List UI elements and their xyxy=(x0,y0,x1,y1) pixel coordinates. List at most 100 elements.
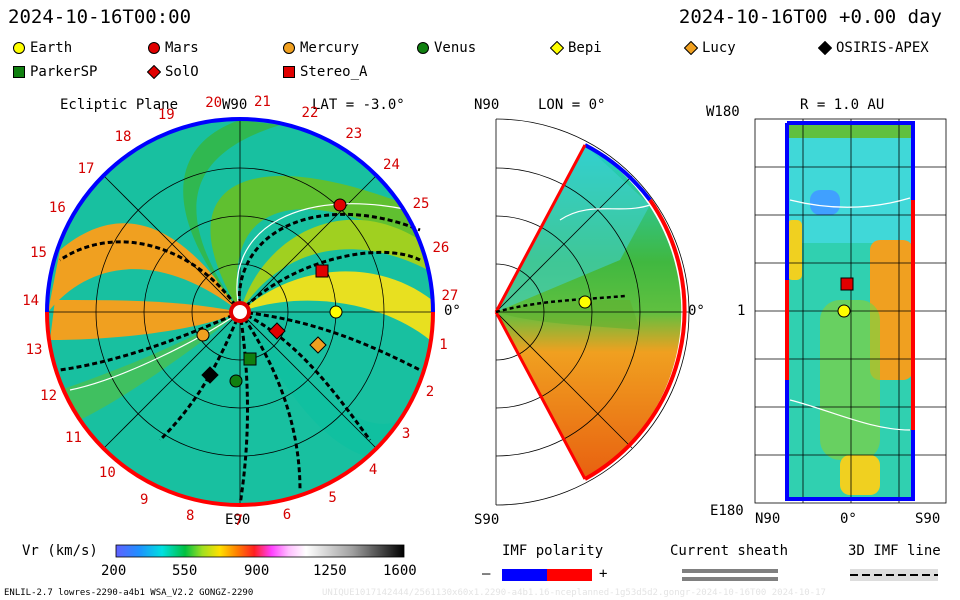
carrington-tick-label: 22 xyxy=(301,104,319,121)
legend-label: Mercury xyxy=(300,40,360,56)
radial-title: R = 1.0 AU xyxy=(800,97,885,113)
radial-middle-left: 1 xyxy=(737,303,746,319)
footer-right: UNIQUE1017142444/2561130x60x1.2290-a4b1.… xyxy=(322,588,826,598)
meridional-right-label: 0° xyxy=(688,303,705,319)
colorbar xyxy=(115,544,405,558)
legend-item: ParkerSP xyxy=(12,64,97,80)
header-time-left: 2024-10-16T00:00 xyxy=(8,6,192,28)
sun-marker xyxy=(229,301,251,323)
legend-item: Earth xyxy=(12,40,72,56)
imf-polarity-title: IMF polarity xyxy=(502,543,604,559)
carrington-tick-label: 18 xyxy=(114,128,132,145)
carrington-tick-label: 3 xyxy=(401,426,411,443)
legend-label: OSIRIS-APEX xyxy=(836,40,929,56)
polarity-ring-positive xyxy=(45,311,435,507)
carrington-tick-label: 1 xyxy=(439,337,448,354)
carrington-tick-label: 25 xyxy=(412,195,430,212)
carrington-tick-label: 12 xyxy=(40,388,57,405)
meridional-bottom-label: S90 xyxy=(474,512,500,528)
mercury-marker xyxy=(196,328,210,342)
legend-marker xyxy=(148,42,160,54)
radial-bottom-n90: N90 xyxy=(755,511,781,527)
osiris-apex-marker xyxy=(201,366,219,384)
carrington-tick-label: 26 xyxy=(432,240,450,257)
legend-item: OSIRIS-APEX xyxy=(818,40,929,56)
carrington-tick-label: 13 xyxy=(25,341,43,358)
current-sheath-lines xyxy=(69,203,431,391)
legend-label: Lucy xyxy=(702,40,736,56)
carrington-tick-label: 5 xyxy=(328,489,337,506)
legend-item: Venus xyxy=(416,40,476,56)
ecliptic-title: Ecliptic Plane xyxy=(60,97,179,113)
legend-label: ParkerSP xyxy=(30,64,98,80)
imf-polarity-plus: + xyxy=(599,566,608,582)
carrington-tick-label: 9 xyxy=(139,491,149,508)
legend-item: SolO xyxy=(147,64,199,80)
legend-item: Mercury xyxy=(282,40,359,56)
ecliptic-right-label: 0° xyxy=(444,303,461,319)
colorbar-tick: 200 xyxy=(101,563,127,579)
carrington-tick-label: 15 xyxy=(30,245,47,262)
carrington-tick-label: 8 xyxy=(185,507,195,524)
legend-label: Bepi xyxy=(568,40,602,56)
carrington-tick-label: 2 xyxy=(425,383,435,400)
legend-marker xyxy=(818,41,832,55)
carrington-tick-label: 20 xyxy=(205,94,223,111)
imf-line-title: 3D IMF line xyxy=(848,543,941,559)
current-sheath-swatch xyxy=(682,569,778,573)
solo-marker xyxy=(268,322,286,340)
parkersp-marker xyxy=(243,352,257,366)
imf-polarity-positive xyxy=(547,569,592,581)
carrington-tick-label: 16 xyxy=(48,200,66,217)
legend-label: SolO xyxy=(165,64,199,80)
carrington-tick-label: 27 xyxy=(441,288,459,305)
meridional-panel xyxy=(494,118,690,506)
carrington-tick-label: 10 xyxy=(98,465,116,482)
legend-marker xyxy=(550,41,564,55)
radial-bottom-s90: S90 xyxy=(915,511,941,527)
mars-marker xyxy=(333,198,347,212)
legend-item: Bepi xyxy=(550,40,602,56)
radial-panel xyxy=(754,118,947,504)
carrington-tick-label: 4 xyxy=(368,462,378,479)
ecliptic-lat-label: LAT = -3.0° xyxy=(312,97,405,113)
spiral-band-green xyxy=(210,175,430,312)
legend-marker xyxy=(283,66,295,78)
colorbar-tick: 1600 xyxy=(383,563,417,579)
lucy-marker xyxy=(309,336,327,354)
legend-label: Mars xyxy=(165,40,199,56)
imf-polarity-minus: – xyxy=(482,566,491,582)
current-sheath-title: Current sheath xyxy=(670,543,789,559)
stereo-a-marker-radial xyxy=(840,277,854,291)
legend-marker xyxy=(147,65,161,79)
polarity-ring-negative xyxy=(45,117,435,313)
legend-item: Lucy xyxy=(684,40,736,56)
legend-marker xyxy=(417,42,429,54)
carrington-tick-label: 24 xyxy=(383,157,400,174)
footer-left: ENLIL-2.7 lowres-2290-a4b1 WSA_V2.2 GONG… xyxy=(4,588,254,598)
legend-marker xyxy=(684,41,698,55)
legend-label: Venus xyxy=(434,40,477,56)
venus-marker xyxy=(229,374,243,388)
earth-marker-radial xyxy=(837,304,851,318)
imf-polarity-negative xyxy=(502,569,547,581)
header-time-right: 2024-10-16T00 +0.00 day xyxy=(678,6,942,28)
ecliptic-top-label: W90 xyxy=(222,97,248,113)
carrington-tick-label: 19 xyxy=(157,106,175,123)
colorbar-label: Vr (km/s) xyxy=(22,543,98,559)
earth-marker-meridional xyxy=(578,295,592,309)
ecliptic-bottom-label: E90 xyxy=(225,512,251,528)
colorbar-tick: 550 xyxy=(172,563,198,579)
ecliptic-bodies xyxy=(196,198,347,388)
colorbar-tick: 1250 xyxy=(313,563,347,579)
legend-marker xyxy=(283,42,295,54)
legend-item: Stereo_A xyxy=(282,64,367,80)
carrington-tick-label: 7 xyxy=(234,512,243,529)
legend-marker xyxy=(13,42,25,54)
radial-bottom-zero: 0° xyxy=(840,511,857,527)
spiral-band-yellow xyxy=(240,271,432,340)
carrington-tick-label: 23 xyxy=(345,126,363,143)
earth-marker xyxy=(329,305,343,319)
carrington-tick-label: 6 xyxy=(282,506,292,523)
